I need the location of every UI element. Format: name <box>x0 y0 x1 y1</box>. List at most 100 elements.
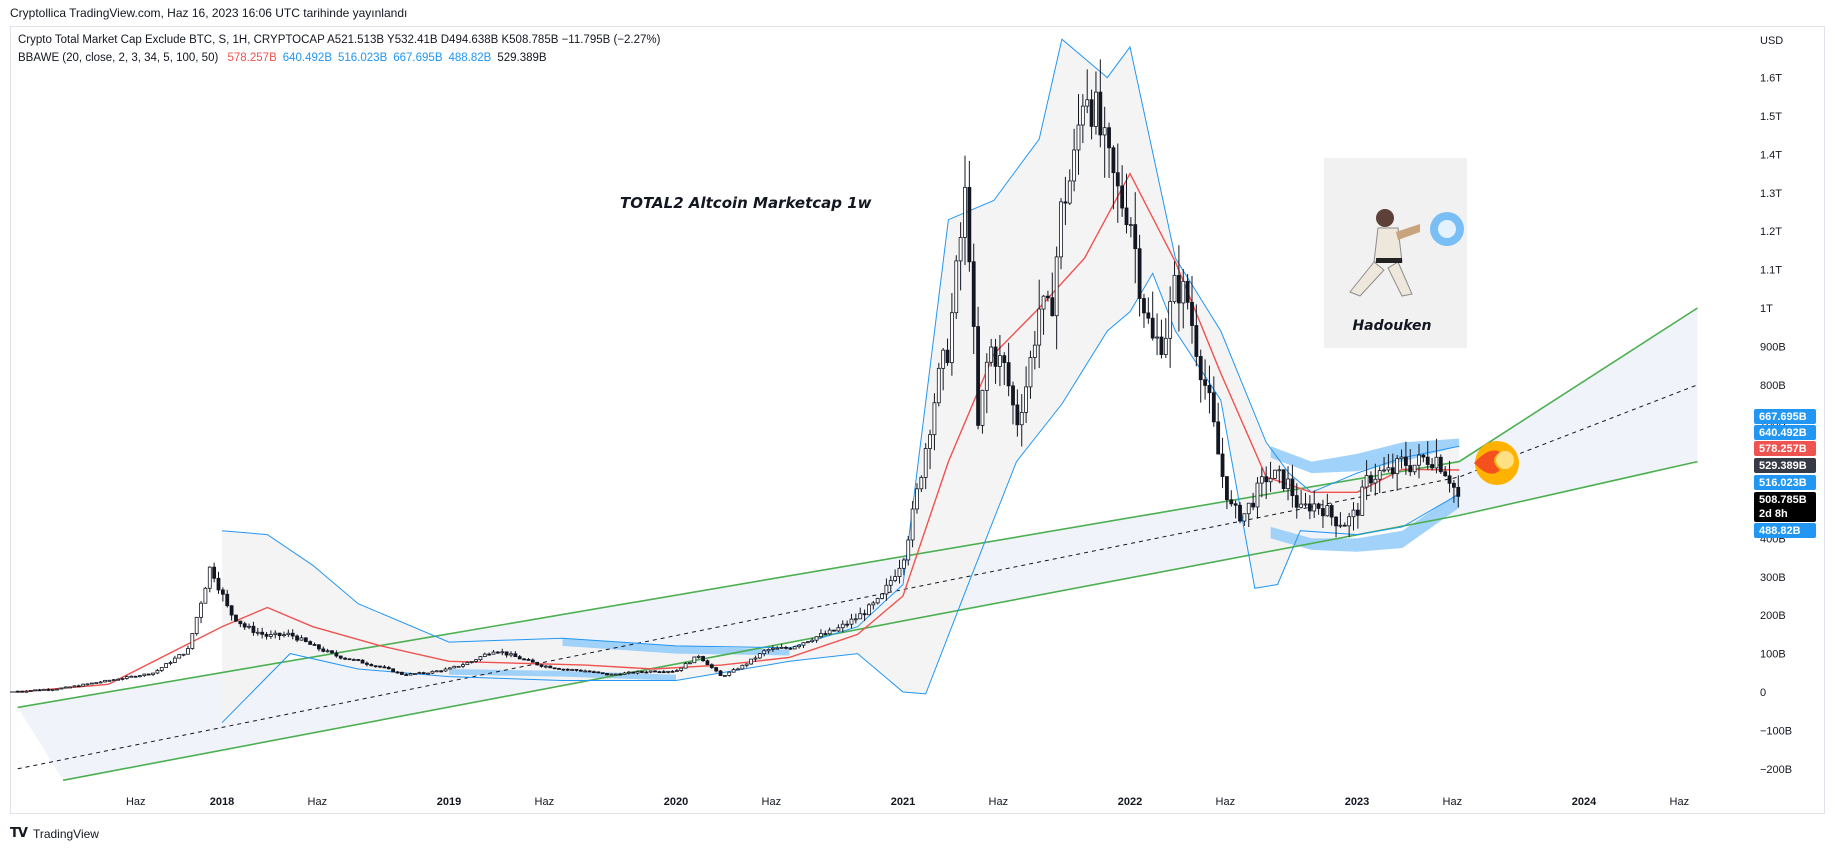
candle <box>1443 466 1448 477</box>
candle-body <box>949 312 954 364</box>
candle <box>487 652 492 656</box>
candle-body <box>805 641 810 644</box>
candle-body <box>338 655 343 659</box>
candle <box>356 659 361 662</box>
candle <box>936 362 941 407</box>
candle <box>736 667 740 671</box>
candle <box>1181 268 1186 329</box>
candle-body <box>1190 301 1194 326</box>
candle <box>1054 246 1059 350</box>
candle-body <box>888 580 893 586</box>
candle-body <box>404 674 409 676</box>
candle-body <box>1355 509 1360 516</box>
candle-body <box>234 614 238 622</box>
y-tick-label: 1.2T <box>1760 226 1782 238</box>
candle <box>963 155 967 266</box>
candle <box>1220 437 1225 489</box>
candle <box>194 616 199 636</box>
candle <box>1238 502 1242 524</box>
candle-body <box>1111 147 1116 174</box>
candle <box>1233 500 1238 519</box>
candle-body <box>474 659 478 662</box>
candle-body <box>1329 505 1334 518</box>
candle-body <box>452 665 457 669</box>
candle-body <box>976 326 980 426</box>
candle <box>674 669 679 672</box>
candle <box>382 665 387 669</box>
candle <box>984 353 989 414</box>
candle-body <box>1369 475 1373 484</box>
candle-body <box>216 577 221 591</box>
candle-body <box>845 623 850 626</box>
candle <box>1386 453 1391 473</box>
candle-body <box>1438 456 1443 473</box>
candle-body <box>1334 516 1338 527</box>
indicator-legend[interactable]: BBAWE (20, close, 2, 3, 34, 5, 100, 50) … <box>18 52 547 64</box>
candle-body <box>417 672 422 675</box>
candle <box>871 600 876 610</box>
candle-body <box>1373 478 1378 484</box>
candle <box>1216 402 1221 455</box>
candle-body <box>679 667 684 671</box>
candle <box>107 679 112 682</box>
fighter-icon <box>1349 209 1420 297</box>
candle-body <box>522 658 526 661</box>
candle-body <box>557 668 561 670</box>
candle-body <box>1098 91 1103 136</box>
candle-body <box>993 346 998 367</box>
x-tick-label: Haz <box>535 796 555 808</box>
candle-body <box>1054 256 1059 317</box>
candle <box>151 672 155 677</box>
candle-body <box>561 668 566 671</box>
candle <box>653 670 657 673</box>
candle <box>203 586 208 604</box>
candle-body <box>168 662 173 664</box>
candle-body <box>321 648 326 652</box>
candle-body <box>849 618 854 625</box>
candle <box>862 609 867 622</box>
band-squeeze-ribbon <box>1270 438 1460 474</box>
candle-body <box>731 669 736 673</box>
candle <box>1438 454 1443 474</box>
candle-body <box>1211 392 1216 423</box>
candle <box>771 645 775 652</box>
candle-body <box>1434 456 1439 469</box>
candle-body <box>762 650 767 655</box>
x-tick-label: Haz <box>989 796 1009 808</box>
candle-body <box>225 593 230 607</box>
candle <box>55 688 59 691</box>
x-axis: Haz 2018 Haz 2019 Haz 2020 Haz 2021 Haz 2022 Haz 20… <box>126 796 1689 808</box>
candle <box>421 671 426 675</box>
chart-frame[interactable] <box>10 26 1825 814</box>
candle-body <box>1137 248 1142 299</box>
candle <box>600 672 605 675</box>
y-tick-label: −100B <box>1760 725 1792 737</box>
candle <box>68 686 72 689</box>
candle <box>1242 513 1247 526</box>
candle-body <box>1259 476 1264 484</box>
candle-layer <box>15 59 1461 693</box>
y-tick-label: 800B <box>1760 380 1786 392</box>
candle-body <box>229 605 234 616</box>
candle <box>413 673 417 676</box>
candle-body <box>958 237 963 262</box>
fighter-arm <box>1396 224 1420 240</box>
candle-body <box>954 260 959 314</box>
candle-body <box>1316 503 1321 509</box>
candle <box>41 688 46 691</box>
x-tick-label: Haz <box>308 796 328 808</box>
candle <box>928 429 932 470</box>
symbol-legend[interactable]: Crypto Total Market Cap Exclude BTC, S, … <box>18 34 661 46</box>
candle-body <box>1181 280 1186 304</box>
candle <box>190 633 195 650</box>
candle-body <box>509 653 513 656</box>
candle <box>941 347 946 391</box>
candle <box>129 675 134 678</box>
candle <box>242 621 247 630</box>
candle-body <box>133 675 138 678</box>
candle <box>482 652 487 658</box>
candle-body <box>692 656 697 664</box>
candle <box>133 675 138 678</box>
candle <box>1089 89 1094 140</box>
